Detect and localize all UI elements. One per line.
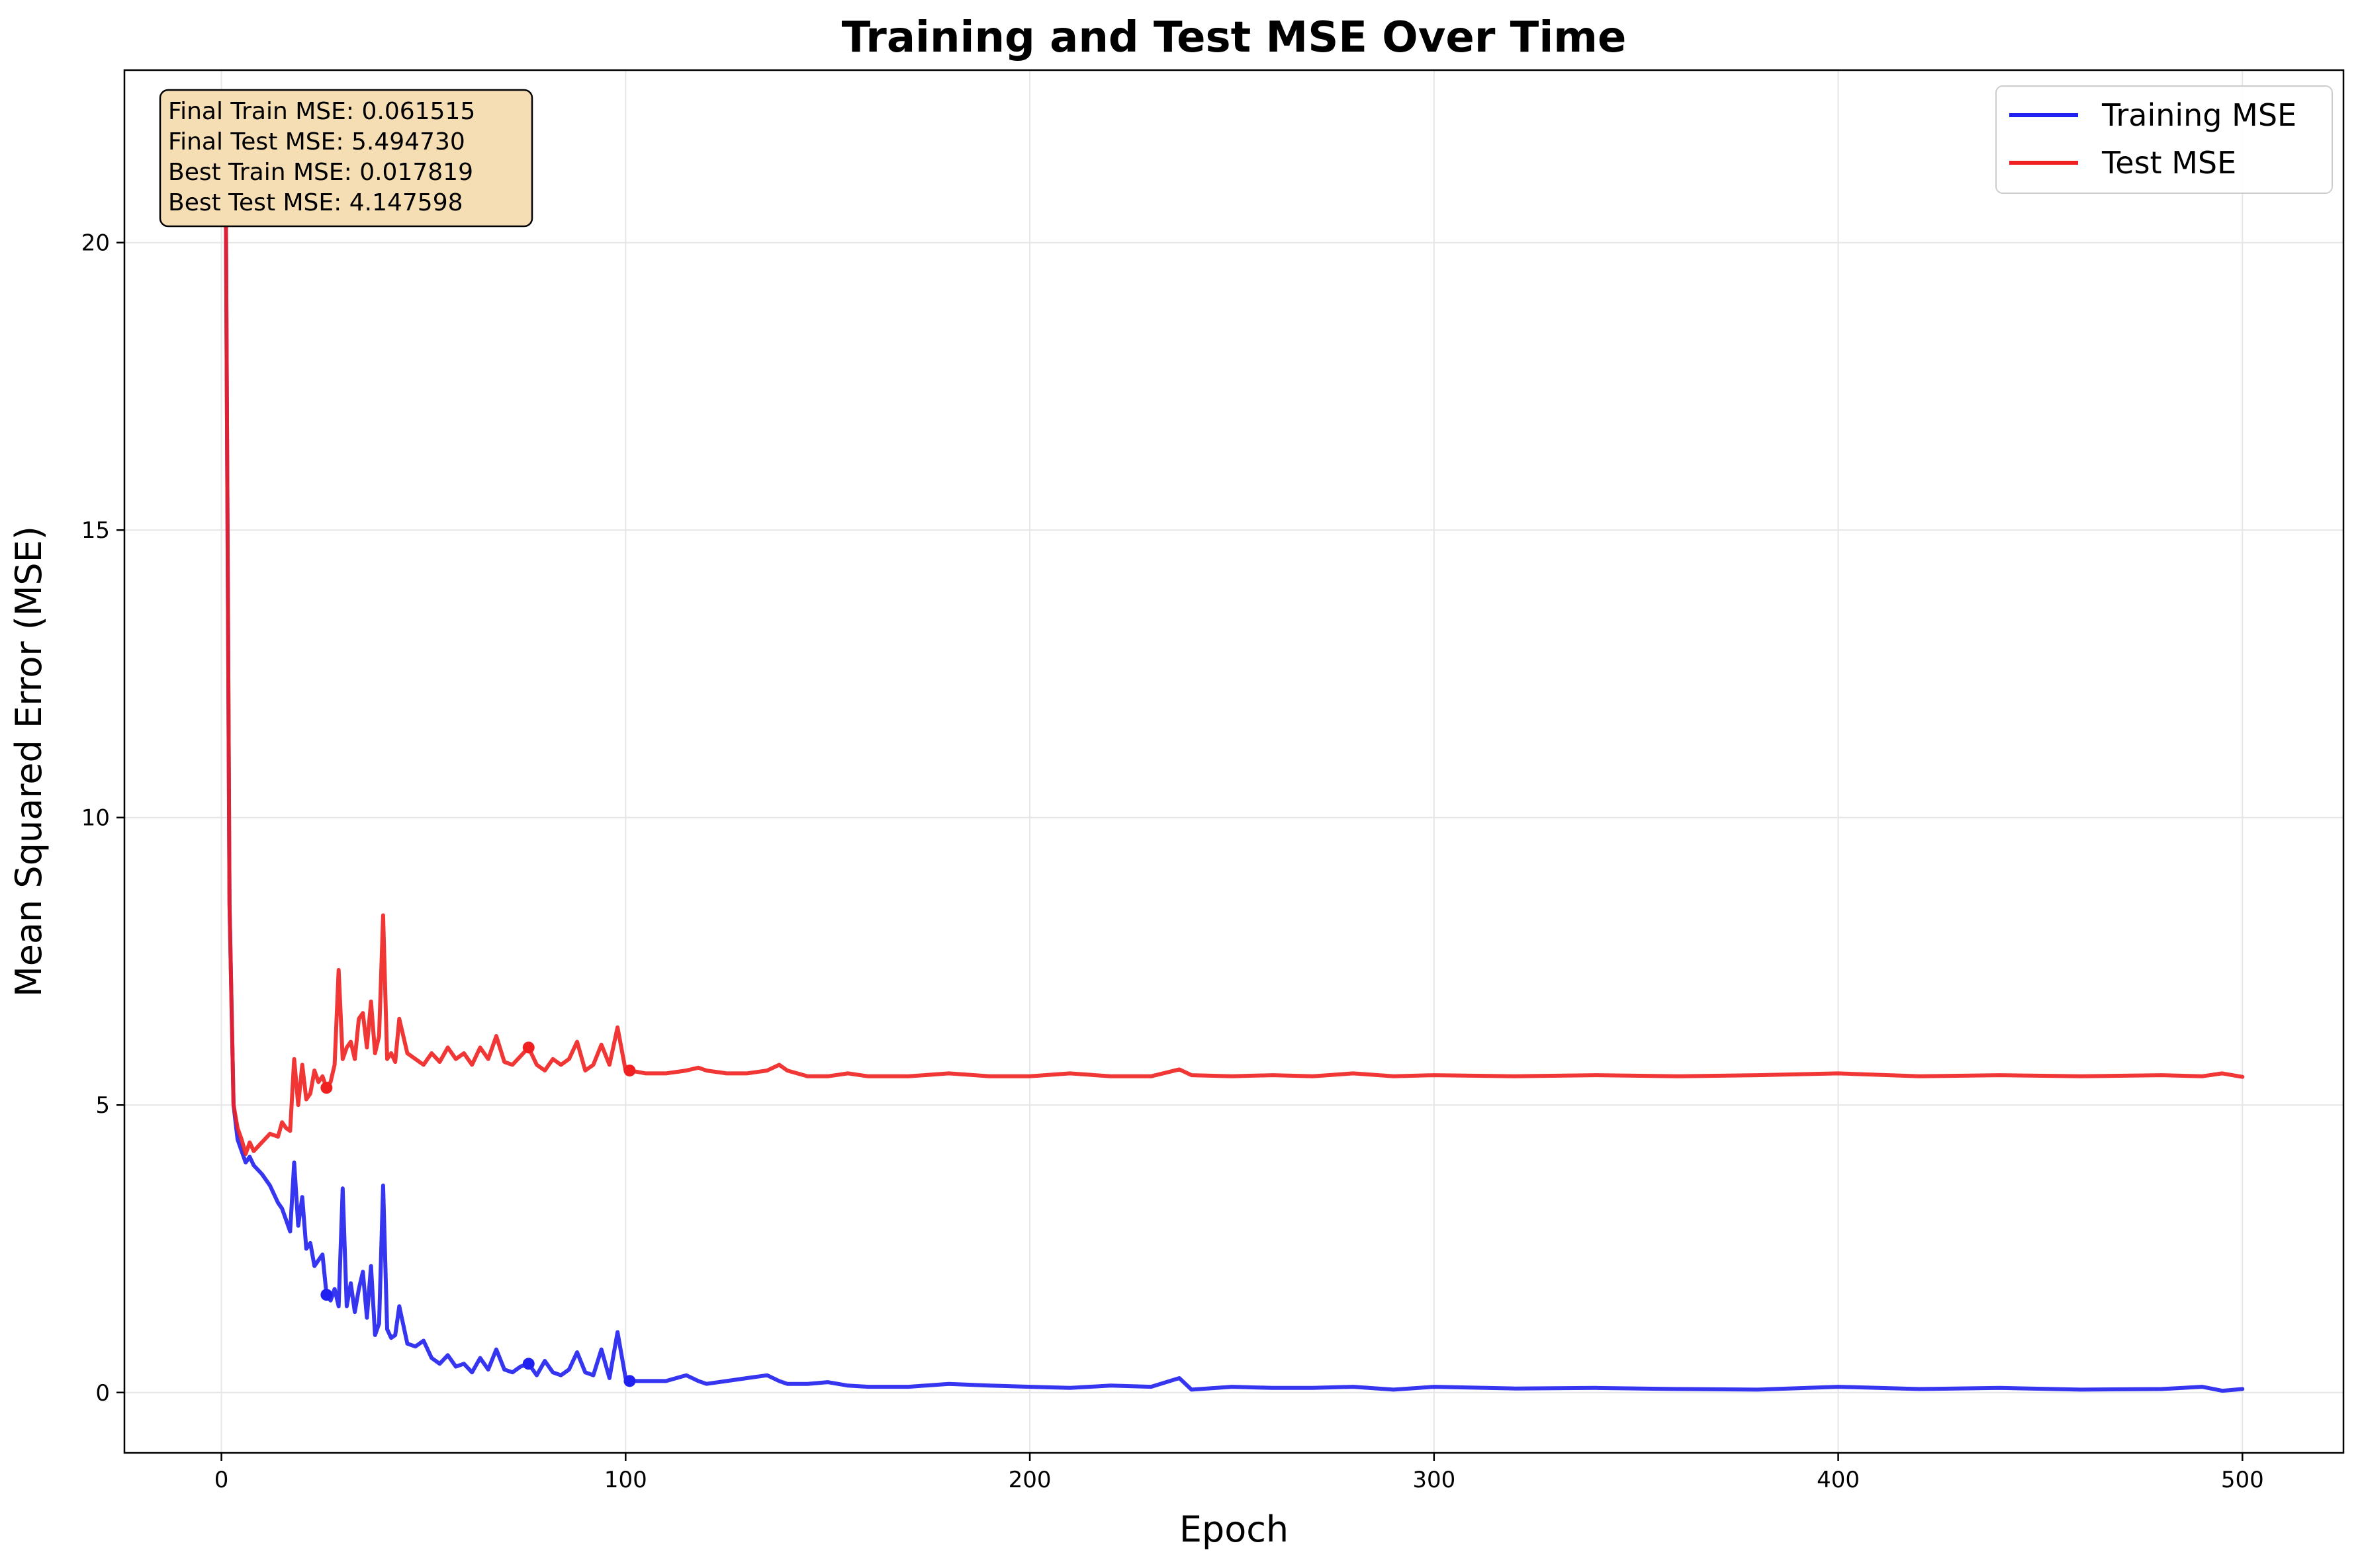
training-mse-point [522, 1358, 535, 1370]
y-tick-label: 5 [95, 1092, 110, 1119]
x-tick-label: 400 [1817, 1467, 1860, 1493]
legend-label-training: Training MSE [2101, 97, 2296, 133]
y-tick-label: 0 [95, 1380, 110, 1407]
test-mse-point [320, 1082, 333, 1094]
stats-best-test: Best Test MSE: 4.147598 [168, 189, 463, 216]
grid [124, 70, 2343, 1453]
stats-final-train: Final Train MSE: 0.061515 [168, 98, 475, 125]
stats-final-test: Final Test MSE: 5.494730 [168, 128, 465, 155]
legend: Training MSE Test MSE [1995, 85, 2333, 194]
chart-title: Training and Test MSE Over Time [842, 13, 1627, 62]
x-tick-label: 100 [604, 1467, 647, 1493]
y-tick-label: 20 [81, 230, 110, 257]
legend-background [1995, 85, 2333, 194]
y-axis-label: Mean Squared Error (MSE) [8, 526, 50, 997]
x-axis-label: Epoch [1179, 1508, 1289, 1550]
training-mse-point [320, 1289, 333, 1301]
stats-box: Final Train MSE: 0.061515 Final Test MSE… [159, 89, 533, 228]
series-group [223, 131, 2245, 1393]
y-tick-label: 10 [81, 805, 110, 832]
x-tick-label: 300 [1412, 1467, 1455, 1493]
test-mse-line [223, 131, 2245, 1156]
test-mse-point [623, 1065, 636, 1077]
x-tick-label: 200 [1009, 1467, 1052, 1493]
training-mse-point [623, 1375, 636, 1387]
x-tick-label: 0 [214, 1467, 229, 1493]
plot-frame [123, 69, 2345, 1454]
legend-label-test: Test MSE [2101, 145, 2236, 181]
axis-ticks: 0 100 200 300 400 500 0 5 10 15 20 [81, 230, 2264, 1493]
training-mse-line [223, 131, 2245, 1393]
stats-best-train: Best Train MSE: 0.017819 [168, 159, 473, 186]
x-tick-label: 500 [2221, 1467, 2264, 1493]
stats-box-background [159, 89, 533, 228]
y-tick-label: 15 [81, 517, 110, 544]
test-mse-point [522, 1041, 535, 1054]
